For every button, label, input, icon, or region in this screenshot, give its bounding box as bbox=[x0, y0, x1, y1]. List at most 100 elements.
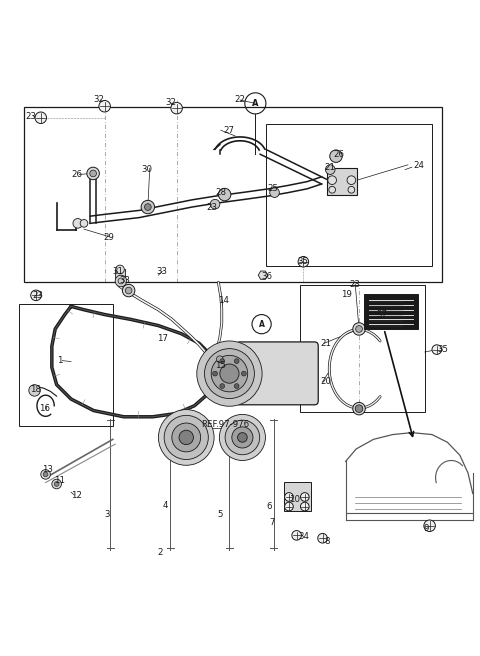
Circle shape bbox=[125, 287, 132, 294]
Circle shape bbox=[73, 218, 83, 228]
Bar bbox=[115, 269, 125, 277]
Text: 37: 37 bbox=[377, 310, 388, 319]
Text: 7: 7 bbox=[270, 518, 275, 527]
Text: 35: 35 bbox=[438, 345, 449, 354]
Bar bbox=[266, 124, 432, 266]
Circle shape bbox=[300, 502, 309, 511]
Circle shape bbox=[238, 433, 247, 442]
Text: 23: 23 bbox=[25, 112, 36, 121]
Circle shape bbox=[220, 364, 239, 383]
Circle shape bbox=[292, 531, 301, 540]
Text: 27: 27 bbox=[223, 126, 234, 134]
Text: 30: 30 bbox=[142, 165, 153, 174]
Circle shape bbox=[347, 176, 356, 184]
Circle shape bbox=[220, 384, 225, 388]
Text: 34: 34 bbox=[299, 532, 310, 541]
Text: 23: 23 bbox=[33, 291, 44, 300]
Text: 1: 1 bbox=[57, 356, 62, 365]
Bar bbox=[364, 295, 418, 329]
Circle shape bbox=[87, 167, 99, 180]
Circle shape bbox=[211, 356, 248, 392]
Text: 31: 31 bbox=[113, 267, 124, 276]
Circle shape bbox=[300, 493, 309, 501]
Circle shape bbox=[172, 423, 201, 452]
Circle shape bbox=[225, 420, 260, 455]
Circle shape bbox=[29, 384, 40, 396]
Circle shape bbox=[31, 290, 41, 300]
Circle shape bbox=[348, 186, 355, 193]
Circle shape bbox=[328, 176, 336, 184]
Text: 6: 6 bbox=[266, 502, 272, 511]
Text: 26: 26 bbox=[334, 150, 345, 159]
Circle shape bbox=[179, 430, 193, 445]
Text: 2: 2 bbox=[157, 548, 163, 557]
Circle shape bbox=[144, 203, 151, 211]
Text: 23: 23 bbox=[206, 203, 217, 211]
Circle shape bbox=[171, 102, 182, 114]
Circle shape bbox=[115, 276, 127, 287]
Text: 11: 11 bbox=[54, 476, 65, 485]
Circle shape bbox=[220, 359, 225, 363]
Text: REF.97-976: REF.97-976 bbox=[201, 420, 249, 430]
Text: 22: 22 bbox=[234, 96, 245, 104]
Circle shape bbox=[54, 482, 59, 486]
Circle shape bbox=[234, 384, 239, 388]
Bar bbox=[19, 304, 113, 426]
Circle shape bbox=[90, 170, 96, 177]
Circle shape bbox=[116, 265, 124, 274]
Circle shape bbox=[424, 520, 435, 531]
Text: 21: 21 bbox=[324, 163, 335, 172]
Text: 10: 10 bbox=[289, 495, 300, 504]
Circle shape bbox=[204, 348, 254, 399]
Text: 20: 20 bbox=[321, 377, 332, 386]
Text: 18: 18 bbox=[30, 385, 41, 394]
Text: 29: 29 bbox=[103, 234, 114, 242]
Circle shape bbox=[158, 409, 214, 465]
Circle shape bbox=[298, 256, 309, 267]
Circle shape bbox=[218, 188, 231, 201]
Circle shape bbox=[234, 359, 239, 363]
Text: 23: 23 bbox=[349, 280, 360, 289]
Circle shape bbox=[213, 371, 217, 376]
Text: 25: 25 bbox=[268, 184, 279, 194]
Text: A: A bbox=[252, 99, 259, 108]
Circle shape bbox=[325, 165, 335, 174]
Circle shape bbox=[197, 341, 262, 406]
Text: 5: 5 bbox=[217, 510, 222, 519]
Text: 28: 28 bbox=[215, 188, 226, 197]
Circle shape bbox=[52, 479, 61, 489]
Circle shape bbox=[80, 220, 88, 227]
Text: 16: 16 bbox=[39, 404, 50, 413]
Circle shape bbox=[219, 415, 265, 461]
Circle shape bbox=[285, 502, 293, 511]
Bar bbox=[327, 168, 357, 195]
Text: 14: 14 bbox=[218, 296, 229, 304]
Circle shape bbox=[285, 493, 293, 501]
Circle shape bbox=[164, 415, 208, 459]
Circle shape bbox=[232, 427, 253, 448]
Circle shape bbox=[43, 472, 48, 477]
Text: A: A bbox=[259, 319, 264, 329]
Circle shape bbox=[330, 150, 342, 163]
Bar bbox=[24, 107, 442, 282]
Text: 26: 26 bbox=[71, 170, 82, 179]
Text: 4: 4 bbox=[162, 501, 168, 510]
Text: 3: 3 bbox=[105, 510, 110, 519]
Text: 13: 13 bbox=[42, 465, 53, 474]
Circle shape bbox=[241, 371, 246, 376]
Circle shape bbox=[432, 345, 442, 354]
Circle shape bbox=[122, 284, 135, 297]
Text: 12: 12 bbox=[71, 491, 82, 499]
Text: 36: 36 bbox=[262, 272, 273, 281]
Text: 19: 19 bbox=[341, 290, 352, 299]
Text: 15: 15 bbox=[215, 361, 226, 370]
Bar bbox=[284, 482, 311, 512]
Circle shape bbox=[214, 353, 226, 365]
Polygon shape bbox=[258, 271, 268, 279]
Text: 21: 21 bbox=[321, 339, 332, 348]
FancyBboxPatch shape bbox=[236, 342, 318, 405]
Text: 8: 8 bbox=[324, 537, 329, 546]
Circle shape bbox=[353, 402, 365, 415]
Circle shape bbox=[356, 405, 362, 412]
Circle shape bbox=[353, 323, 365, 335]
